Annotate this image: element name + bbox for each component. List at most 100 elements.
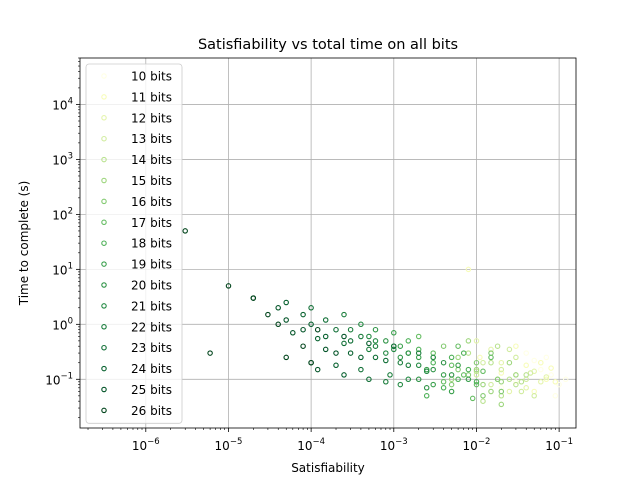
data-point <box>440 372 447 378</box>
legend-label: 14 bits <box>131 153 172 167</box>
data-point <box>333 362 339 369</box>
legend-label: 17 bits <box>131 216 172 230</box>
data-point <box>448 354 455 361</box>
data-point <box>397 381 404 388</box>
data-point <box>523 372 529 378</box>
data-point <box>347 350 354 356</box>
data-point <box>347 326 354 333</box>
x-tick-label: 10−5 <box>215 437 243 453</box>
legend-label: 10 bits <box>131 70 172 84</box>
data-point <box>498 366 505 373</box>
data-point <box>513 343 519 349</box>
data-point <box>460 372 467 378</box>
data-point <box>480 381 486 388</box>
y-tick-label: 103 <box>52 151 73 167</box>
data-point <box>448 372 455 378</box>
data-point <box>397 354 404 361</box>
data-point <box>477 354 483 361</box>
chart-title: Satisfiability vs total time on all bits <box>198 37 458 53</box>
data-point <box>488 388 494 395</box>
data-point <box>513 354 519 361</box>
data-point <box>300 326 306 333</box>
data-point <box>283 317 289 323</box>
data-point <box>366 333 372 340</box>
data-point <box>341 311 347 318</box>
data-point <box>473 338 480 344</box>
data-point <box>275 305 281 311</box>
data-point <box>397 343 404 349</box>
data-point <box>358 354 364 361</box>
data-point <box>308 321 314 328</box>
data-point <box>366 346 372 353</box>
data-point <box>341 340 347 347</box>
data-point <box>383 357 389 364</box>
data-point <box>430 366 436 373</box>
data-point <box>372 354 379 361</box>
data-point <box>473 379 480 385</box>
legend-label: 20 bits <box>131 279 172 293</box>
data-point <box>430 359 436 366</box>
x-tick-label: 10−3 <box>380 437 408 453</box>
legend-marker <box>101 198 107 205</box>
data-point <box>506 346 513 353</box>
data-point <box>250 295 257 301</box>
data-point <box>465 366 472 373</box>
legend-label: 24 bits <box>131 362 172 376</box>
data-point <box>314 366 321 373</box>
legend-marker <box>101 94 107 100</box>
data-point <box>283 299 289 306</box>
y-tick-label: 10−1 <box>45 371 73 387</box>
data-point <box>480 398 486 404</box>
data-point <box>415 362 422 369</box>
data-point <box>538 359 544 366</box>
data-points <box>182 228 569 408</box>
data-point <box>473 372 480 378</box>
data-point <box>405 338 412 344</box>
x-axis-label: Satisfiability <box>291 461 365 475</box>
data-point <box>543 376 550 383</box>
legend-marker <box>101 156 107 163</box>
data-point <box>523 350 529 356</box>
y-axis-ticks: 10−1 100 101 102 103 104 <box>45 57 80 419</box>
data-point <box>405 362 412 369</box>
data-point <box>498 379 505 385</box>
data-point <box>366 340 372 347</box>
data-point <box>275 321 281 328</box>
legend-marker <box>101 365 107 372</box>
data-point <box>358 321 364 328</box>
data-point <box>415 350 422 356</box>
data-point <box>488 354 494 361</box>
legend-label: 26 bits <box>131 404 172 418</box>
legend-label: 15 bits <box>131 174 172 188</box>
data-point <box>358 333 364 340</box>
data-point <box>405 376 412 383</box>
data-point <box>562 376 569 383</box>
legend-label: 12 bits <box>131 111 172 125</box>
data-point <box>415 376 422 383</box>
legend-marker <box>101 73 107 79</box>
data-point <box>383 379 389 385</box>
data-point <box>391 343 397 349</box>
data-point <box>300 343 306 349</box>
data-point <box>531 357 537 364</box>
data-point <box>455 362 461 369</box>
legend-marker <box>101 282 107 288</box>
data-point <box>423 366 430 373</box>
legend-marker <box>101 386 107 393</box>
data-point <box>440 385 447 391</box>
legend-label: 19 bits <box>131 258 172 272</box>
legend-marker <box>101 407 107 414</box>
legend-label: 18 bits <box>131 237 172 251</box>
data-point <box>494 343 501 349</box>
data-point <box>494 376 501 383</box>
data-point <box>448 362 455 369</box>
data-point <box>391 346 397 353</box>
x-tick-label: 10−4 <box>297 437 325 453</box>
data-point <box>314 335 321 342</box>
data-point <box>513 381 519 388</box>
legend: 10 bits 11 bits 12 bits 13 bits 14 bits 15 bi… <box>85 63 183 424</box>
x-axis-ticks: 10−6 10−5 10−4 10−3 10−2 10−1 <box>87 428 573 453</box>
data-point <box>207 350 213 356</box>
data-point <box>480 359 486 366</box>
